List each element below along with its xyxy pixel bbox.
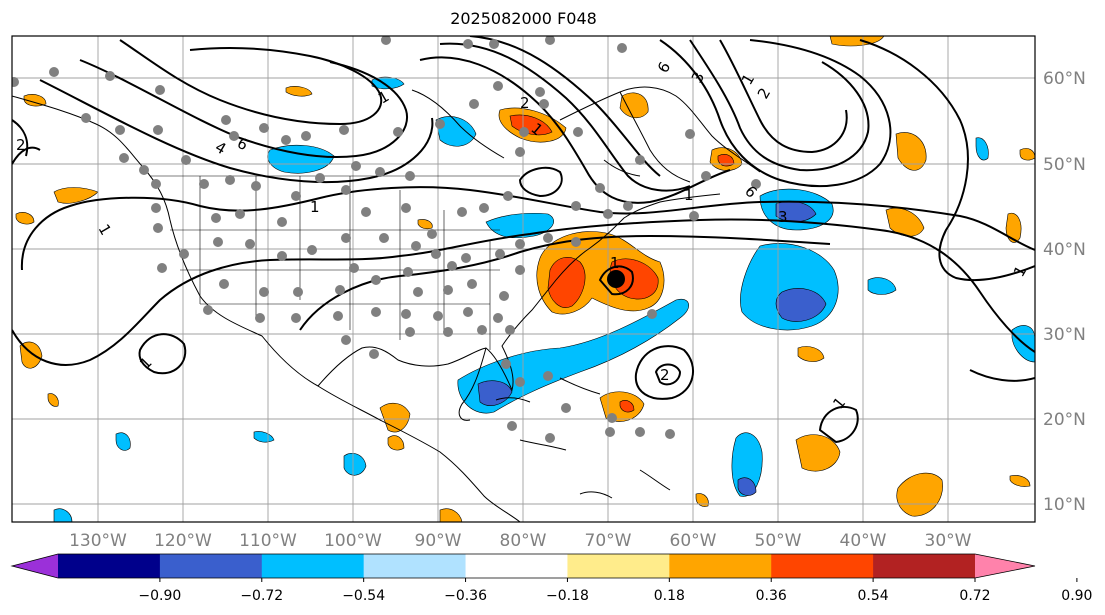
coastlines bbox=[12, 86, 761, 522]
colorbar-tick-label: 0.54 bbox=[858, 588, 889, 604]
lat-label: 50°N bbox=[1043, 155, 1086, 175]
contour-label: 2 bbox=[16, 136, 26, 154]
lon-label: 130°W bbox=[69, 531, 127, 551]
colorbar-segments bbox=[12, 554, 1035, 578]
lon-label: 90°W bbox=[415, 531, 462, 551]
contour-label: 1 bbox=[684, 186, 694, 204]
colorbar-segment bbox=[261, 554, 365, 578]
lat-label: 60°N bbox=[1043, 69, 1086, 89]
lon-label: 60°W bbox=[670, 531, 717, 551]
colorbar-segment bbox=[465, 554, 568, 578]
contour-label: 1 bbox=[310, 198, 320, 216]
contour-label: 3 bbox=[778, 208, 788, 226]
contour-label: 1 bbox=[610, 254, 620, 272]
colorbar-tick-label: −0.72 bbox=[240, 588, 283, 604]
colorbar-tick-label: −0.18 bbox=[546, 588, 589, 604]
map-title: 2025082000 F048 bbox=[450, 9, 597, 28]
colorbar-segment bbox=[567, 554, 670, 578]
colorbar-tick-label: 0.36 bbox=[756, 588, 787, 604]
lon-label: 80°W bbox=[500, 531, 547, 551]
colorbar-tick-label: −0.36 bbox=[444, 588, 487, 604]
state-borders bbox=[150, 175, 520, 350]
contours bbox=[12, 36, 1035, 444]
lon-label: 110°W bbox=[239, 531, 297, 551]
colorbar-extend-low bbox=[12, 554, 58, 578]
shaded-anomaly-fields bbox=[15, 36, 1035, 522]
map-frame bbox=[11, 35, 1036, 523]
lon-label: 100°W bbox=[324, 531, 382, 551]
lat-label: 20°N bbox=[1043, 410, 1086, 430]
colorbar-ticks: −0.90 −0.72 −0.54 −0.36 −0.18 0.18 0.36 0.54 0.7… bbox=[138, 578, 1092, 604]
lon-label: 120°W bbox=[154, 531, 212, 551]
colorbar-tick-label: 0.18 bbox=[654, 588, 685, 604]
station-dots bbox=[12, 36, 761, 443]
colorbar-segment bbox=[771, 554, 874, 578]
lon-label: 30°W bbox=[925, 531, 972, 551]
colorbar-tick-label: 0.72 bbox=[959, 588, 990, 604]
colorbar-segment bbox=[873, 554, 976, 578]
colorbar-segment bbox=[669, 554, 772, 578]
colorbar-tick-label: −0.90 bbox=[138, 588, 181, 604]
colorbar-segment bbox=[159, 554, 263, 578]
colorbar-extend-high bbox=[975, 554, 1035, 578]
contour-label: 2 bbox=[520, 94, 530, 112]
colorbar-segment bbox=[363, 554, 467, 578]
lon-label: 40°W bbox=[840, 531, 887, 551]
lon-label: 70°W bbox=[585, 531, 632, 551]
colorbar-segment bbox=[58, 554, 161, 578]
colorbar-tick-label: −0.54 bbox=[342, 588, 385, 604]
colorbar-outline bbox=[10, 553, 1036, 579]
contour-label: 2 bbox=[660, 366, 670, 384]
storm-center-marker bbox=[607, 270, 625, 288]
lat-label: 40°N bbox=[1043, 240, 1086, 260]
colorbar-tick-label: 0.90 bbox=[1061, 588, 1092, 604]
colorbar: −0.90 −0.72 −0.54 −0.36 −0.18 0.18 0.36 0.54 0.7… bbox=[10, 553, 1092, 604]
latitude-labels: 60°N 50°N 40°N 30°N 20°N 10°N bbox=[1043, 69, 1086, 515]
lat-label: 30°N bbox=[1043, 325, 1086, 345]
lon-label: 50°W bbox=[755, 531, 802, 551]
longitude-labels: 130°W 120°W 110°W 100°W 90°W 80°W 70°W 6… bbox=[69, 531, 972, 551]
lat-label: 10°N bbox=[1043, 495, 1086, 515]
